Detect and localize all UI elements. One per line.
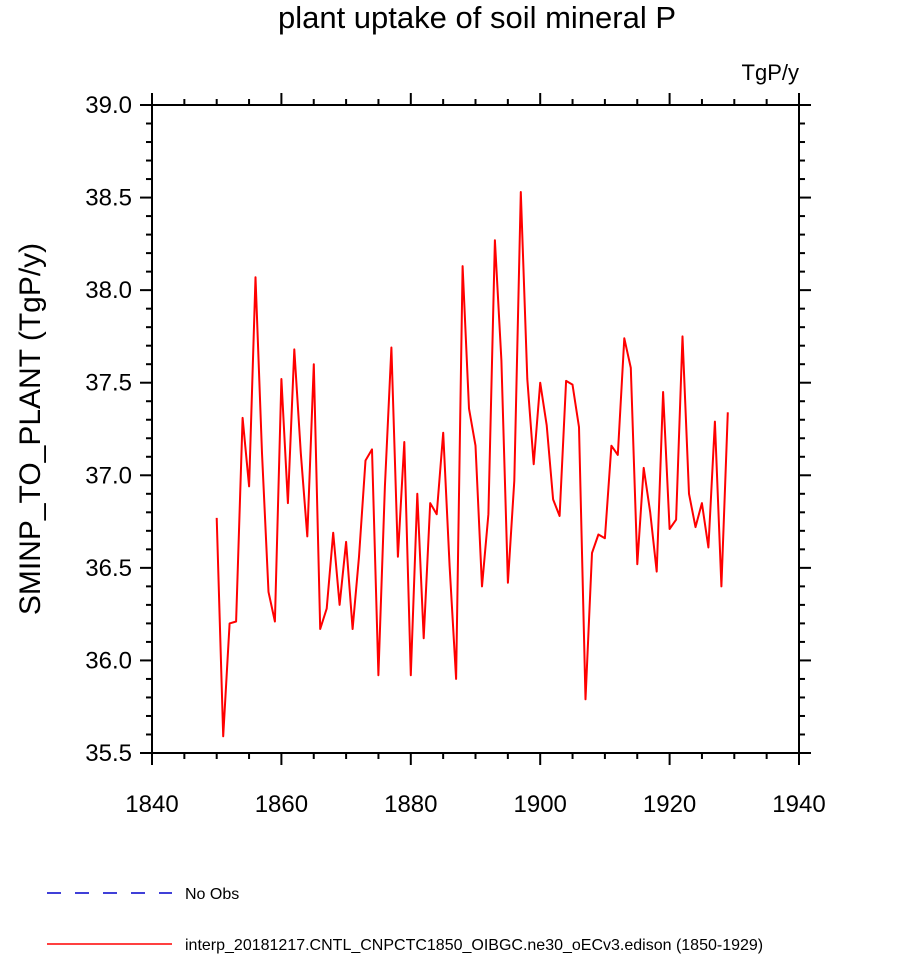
y-tick-label: 37.0 bbox=[85, 462, 132, 489]
x-tick-label: 1860 bbox=[255, 791, 308, 818]
x-tick-label: 1940 bbox=[772, 791, 825, 818]
units-label: TgP/y bbox=[742, 60, 799, 85]
legend: No Obs interp_20181217.CNTL_CNPCTC1850_O… bbox=[47, 886, 763, 954]
y-tick-label: 36.5 bbox=[85, 555, 132, 582]
y-tick-label: 39.0 bbox=[85, 92, 132, 119]
legend-label-model: interp_20181217.CNTL_CNPCTC1850_OIBGC.ne… bbox=[185, 937, 763, 954]
x-tick-label: 1840 bbox=[125, 791, 178, 818]
series-layer bbox=[215, 191, 729, 738]
y-tick-label: 37.5 bbox=[85, 370, 132, 397]
chart-title: plant uptake of soil mineral P bbox=[278, 0, 676, 35]
y-tick-label: 38.0 bbox=[85, 277, 132, 304]
axis-tick-labels: 1840 1860 1880 1900 1920 1940 35.5 36.0 36.5 37.0… bbox=[85, 92, 825, 818]
axis-ticks bbox=[140, 93, 811, 765]
y-tick-label: 36.0 bbox=[85, 647, 132, 674]
plot-frame bbox=[151, 104, 800, 754]
x-tick-label: 1880 bbox=[384, 791, 437, 818]
x-tick-label: 1920 bbox=[643, 791, 696, 818]
legend-label-no-obs: No Obs bbox=[185, 886, 239, 903]
y-axis-label: SMINP_TO_PLANT (TgP/y) bbox=[14, 243, 47, 615]
series-line-0 bbox=[215, 191, 729, 738]
x-tick-label: 1900 bbox=[514, 791, 567, 818]
y-tick-label: 38.5 bbox=[85, 185, 132, 212]
y-tick-label: 35.5 bbox=[85, 740, 132, 767]
